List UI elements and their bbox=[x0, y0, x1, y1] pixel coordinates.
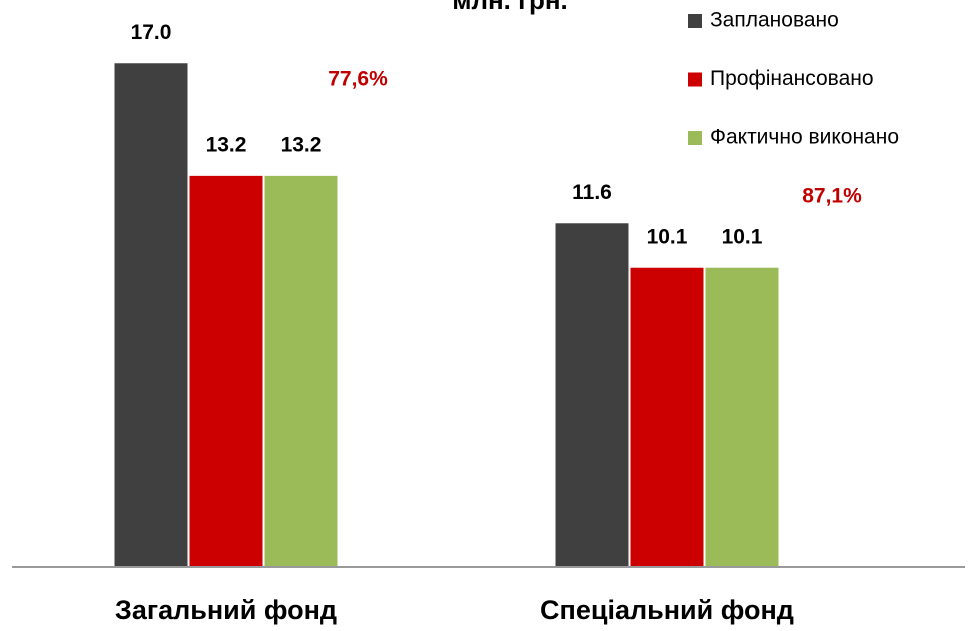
legend-swatch bbox=[688, 14, 702, 28]
legend-label: Фактично виконано bbox=[710, 126, 899, 149]
legend-label: Профінансовано bbox=[710, 67, 874, 90]
data-label: 17.0 bbox=[131, 21, 172, 44]
x-tick-label: Спеціальний фонд bbox=[540, 595, 794, 625]
legend-label: Заплановано bbox=[710, 9, 839, 32]
annotation: 87,1% bbox=[802, 185, 862, 208]
bar bbox=[705, 267, 779, 567]
legend-swatch bbox=[688, 72, 702, 87]
legend-swatch bbox=[688, 131, 702, 145]
bar bbox=[630, 267, 704, 567]
bar bbox=[264, 175, 338, 567]
bar bbox=[114, 63, 188, 568]
chart-title: млн. грн. bbox=[452, 0, 568, 15]
annotation: 77,6% bbox=[328, 68, 388, 91]
data-label: 13.2 bbox=[281, 133, 322, 156]
bar bbox=[555, 223, 629, 567]
x-tick-label: Загальний фонд bbox=[115, 595, 337, 625]
data-label: 11.6 bbox=[572, 181, 612, 204]
data-label: 10.1 bbox=[722, 225, 763, 248]
data-label: 13.2 bbox=[206, 133, 247, 156]
bar bbox=[189, 175, 263, 567]
data-label: 10.1 bbox=[647, 225, 688, 248]
